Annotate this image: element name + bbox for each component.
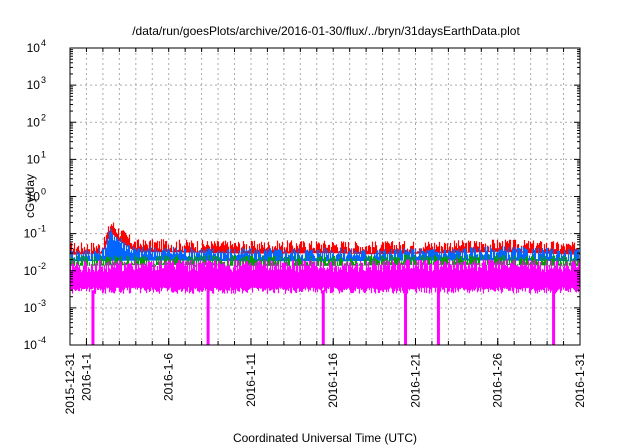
y-tick-label: 100 [27,187,46,204]
dropout-spike [206,290,210,345]
x-axis: 2015-12-31 2016-1-1 2016-1-6 2016-1-11 2016-… [63,48,587,414]
dropout-spike [436,290,440,345]
x-tick-label: 2016-1-11 [244,353,258,407]
dropout-spike [321,290,325,345]
dropout-spike [552,290,556,345]
y-axis: 10-4 10-3 10-2 10-1 100 101 102 103 104 [24,38,580,352]
y-tick-label: 101 [27,149,46,166]
x-tick-label: 2016-1-26 [491,353,505,408]
x-tick-label: 2016-1-16 [326,353,340,408]
x-tick-label: 2016-1-21 [408,353,422,408]
x-axis-label: Coordinated Universal Time (UTC) [233,431,417,445]
x-tick-label: 2016-1-31 [573,353,587,408]
y-tick-label: 104 [27,38,46,55]
y-tick-label: 10-3 [24,298,46,315]
chart-title: /data/run/goesPlots/archive/2016-01-30/f… [132,24,520,38]
y-tick-label: 10-1 [24,224,46,241]
y-tick-label: 103 [27,75,46,92]
x-tick-label: 2016-1-6 [162,353,176,401]
plot-area [69,222,581,345]
grid [70,48,580,345]
series-3 [69,259,581,345]
x-tick-label: 2015-12-31 [63,353,77,415]
y-axis-label: cGy/day [23,174,37,218]
y-tick-label: 102 [27,112,46,129]
x-tick-label: 2016-1-1 [79,353,93,401]
y-tick-label: 10-4 [24,335,46,352]
dropout-spike [91,290,95,345]
dropout-spike [404,290,408,345]
y-tick-label: 10-2 [24,261,46,278]
